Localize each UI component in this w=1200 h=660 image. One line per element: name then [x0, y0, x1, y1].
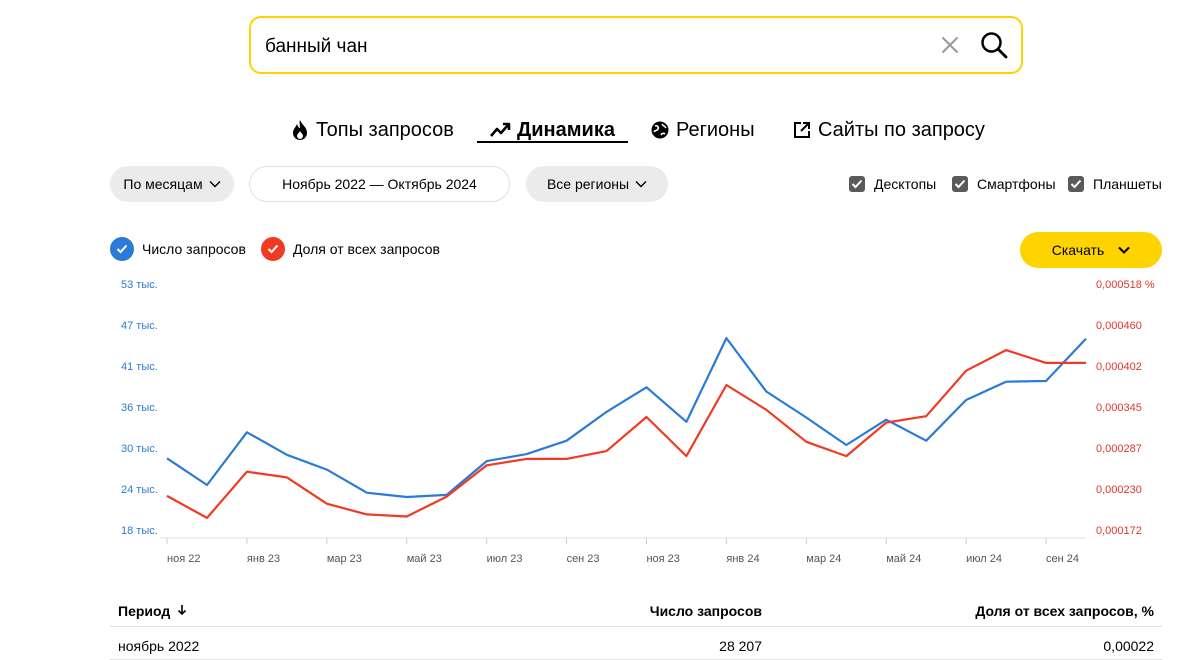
check-icon — [116, 244, 128, 254]
tab-regions[interactable]: Регионы — [650, 112, 755, 148]
globe-icon — [651, 121, 669, 139]
table-row: ноябрь 2022 28 207 0,00022 — [110, 628, 1162, 660]
search-bar[interactable]: банный чан — [249, 16, 1023, 74]
checkbox-smartphone[interactable] — [952, 176, 968, 192]
legend-share-toggle[interactable]: Доля от всех запросов — [261, 237, 440, 261]
download-button[interactable]: Скачать — [1020, 232, 1162, 268]
count-column-header[interactable]: Число запросов — [649, 603, 762, 619]
check-icon — [954, 179, 966, 189]
series-line-count — [166, 336, 1087, 499]
x-tick-label: мар 24 — [806, 553, 841, 565]
x-tick-label: сен 24 — [1046, 553, 1079, 565]
x-tick-label: янв 24 — [726, 553, 759, 565]
y-left-tick-label: 24 тыс. — [121, 484, 158, 496]
row-share: 0,00022 — [1103, 638, 1154, 654]
row-period: ноябрь 2022 — [118, 638, 200, 654]
checkbox-tablet[interactable] — [1068, 176, 1084, 192]
x-tick-label: янв 23 — [247, 553, 280, 565]
checkbox-desktop[interactable] — [849, 176, 865, 192]
tab-sites[interactable]: Сайты по запросу — [792, 112, 985, 148]
search-input[interactable]: банный чан — [265, 36, 368, 57]
period-column-header[interactable]: Период — [118, 603, 187, 619]
y-left-tick-label: 47 тыс. — [121, 320, 158, 332]
x-tick-label: ноя 23 — [646, 553, 679, 565]
y-axis-right: 0,000172 0,000230 0,000287 0,000345 0,000402… — [1096, 279, 1155, 537]
region-dropdown[interactable]: Все регионы — [526, 166, 668, 202]
y-left-tick-label: 18 тыс. — [121, 525, 158, 537]
legend-share-check[interactable] — [261, 237, 285, 261]
y-right-tick-label: 0,000287 — [1096, 443, 1142, 455]
x-axis: ноя 22 янв 23 мар 23 май 23 июл 23 сен 23 ноя … — [166, 538, 1079, 565]
y-right-tick-label: 0,000345 — [1096, 402, 1142, 414]
y-right-tick-label: 0,000518 % — [1096, 279, 1155, 291]
legend-count-label: Число запросов — [142, 241, 246, 257]
row-count: 28 207 — [719, 638, 762, 654]
y-right-tick-label: 0,000402 — [1096, 361, 1142, 373]
device-tablet[interactable]: Планшеты — [1068, 175, 1162, 193]
legend-count-toggle[interactable]: Число запросов — [110, 237, 246, 261]
y-left-tick-label: 41 тыс. — [121, 361, 158, 373]
device-smartphone-label: Смартфоны — [977, 176, 1056, 192]
x-tick-label: ноя 22 — [167, 553, 200, 565]
y-right-tick-label: 0,000172 — [1096, 525, 1142, 537]
tab-dynamics[interactable]: Динамика — [489, 112, 615, 148]
y-left-tick-label: 53 тыс. — [121, 279, 158, 291]
external-link-icon — [794, 122, 810, 138]
check-icon — [851, 179, 863, 189]
y-right-tick-label: 0,000230 — [1096, 484, 1142, 496]
check-icon — [1070, 179, 1082, 189]
device-smartphone[interactable]: Смартфоны — [952, 175, 1056, 193]
sort-arrow-down-icon — [178, 605, 187, 616]
period-label: Ноябрь 2022 — Октябрь 2024 — [282, 176, 477, 192]
x-tick-label: июл 23 — [487, 553, 523, 565]
grouping-label: По месяцам — [123, 176, 203, 192]
device-tablet-label: Планшеты — [1093, 176, 1162, 192]
legend-count-check[interactable] — [110, 237, 134, 261]
tab-sites-label: Сайты по запросу — [818, 118, 985, 141]
x-tick-label: июл 24 — [966, 553, 1002, 565]
search-icon[interactable] — [979, 30, 1009, 60]
tab-regions-label: Регионы — [676, 118, 755, 141]
x-tick-label: сен 23 — [567, 553, 600, 565]
period-picker[interactable]: Ноябрь 2022 — Октябрь 2024 — [249, 166, 510, 202]
download-label: Скачать — [1051, 242, 1105, 258]
x-tick-label: май 23 — [407, 553, 442, 565]
grouping-dropdown[interactable]: По месяцам — [110, 166, 234, 202]
chevron-down-icon — [635, 181, 647, 188]
device-desktop-label: Десктопы — [874, 176, 937, 192]
x-tick-label: мар 23 — [327, 553, 362, 565]
y-right-tick-label: 0,000460 — [1096, 320, 1142, 332]
chevron-down-icon — [209, 181, 221, 188]
chevron-down-icon — [1118, 246, 1130, 254]
device-desktop[interactable]: Десктопы — [849, 175, 936, 193]
legend-share-label: Доля от всех запросов — [293, 241, 440, 257]
check-icon — [267, 244, 279, 254]
dynamics-chart: 18 тыс. 24 тыс. 30 тыс. 36 тыс. 41 тыс. 47 ты… — [121, 279, 1155, 565]
share-column-header[interactable]: Доля от всех запросов, % — [975, 603, 1154, 619]
active-tab-underline — [477, 141, 628, 143]
fire-icon — [293, 120, 307, 140]
period-header-label: Период — [118, 603, 171, 619]
table-header: Период Число запросов Доля от всех запро… — [110, 593, 1162, 627]
clear-icon[interactable] — [937, 32, 963, 58]
x-tick-label: май 24 — [886, 553, 921, 565]
tab-top-queries[interactable]: Топы запросов — [290, 112, 454, 148]
y-left-tick-label: 30 тыс. — [121, 443, 158, 455]
tab-dynamics-label: Динамика — [517, 118, 615, 141]
tab-top-queries-label: Топы запросов — [316, 118, 454, 141]
y-left-tick-label: 36 тыс. — [121, 402, 158, 414]
region-label: Все регионы — [546, 176, 630, 192]
trend-icon — [490, 122, 511, 137]
series-line-share — [166, 348, 1086, 519]
tabs: Топы запросов Динамика Регионы Сайты по … — [0, 112, 1200, 152]
y-axis-left: 18 тыс. 24 тыс. 30 тыс. 36 тыс. 41 тыс. 47 ты… — [121, 279, 158, 537]
series-lines — [166, 336, 1087, 519]
